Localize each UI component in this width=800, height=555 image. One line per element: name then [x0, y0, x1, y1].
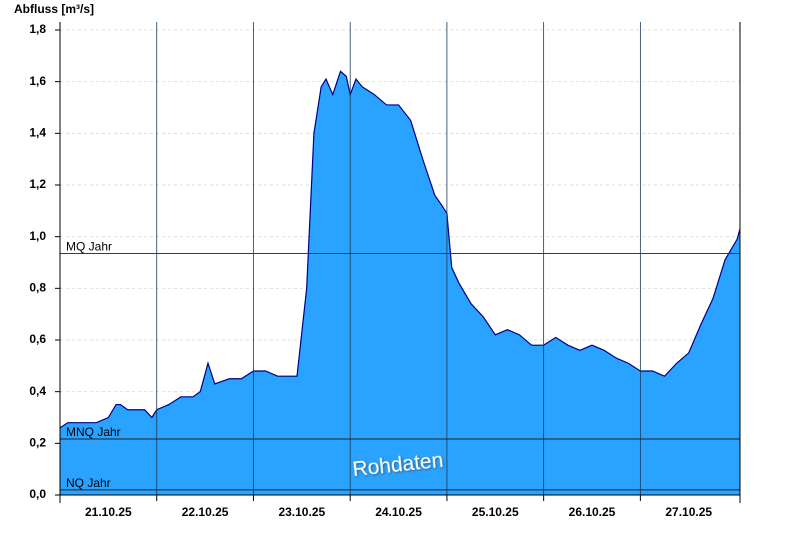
y-axis-title: Abfluss [m³/s]: [14, 2, 94, 16]
y-tick-label: 0,0: [29, 487, 46, 501]
y-tick-label: 0,6: [29, 332, 46, 346]
y-tick-label: 1,8: [29, 22, 46, 36]
x-tick-label: 21.10.25: [85, 505, 132, 519]
y-tick-label: 0,4: [29, 384, 46, 398]
x-tick-label: 23.10.25: [278, 505, 325, 519]
reference-label: MNQ Jahr: [66, 425, 121, 439]
x-tick-label: 24.10.25: [375, 505, 422, 519]
line: [59, 70, 741, 429]
reference-label: NQ Jahr: [66, 476, 111, 490]
x-tick-label: 27.10.25: [665, 505, 712, 519]
y-tick-label: 1,2: [29, 177, 46, 191]
area: [60, 71, 740, 495]
y-tick-label: 1,4: [29, 126, 46, 140]
reference-label: MQ Jahr: [66, 240, 112, 254]
y-tick-label: 0,2: [29, 436, 46, 450]
y-tick-label: 0,8: [29, 281, 46, 295]
y-tick-label: 1,6: [29, 74, 46, 88]
x-tick-label: 25.10.25: [472, 505, 519, 519]
x-tick-label: 22.10.25: [182, 505, 229, 519]
y-tick-label: 1,0: [29, 229, 46, 243]
x-tick-label: 26.10.25: [569, 505, 616, 519]
